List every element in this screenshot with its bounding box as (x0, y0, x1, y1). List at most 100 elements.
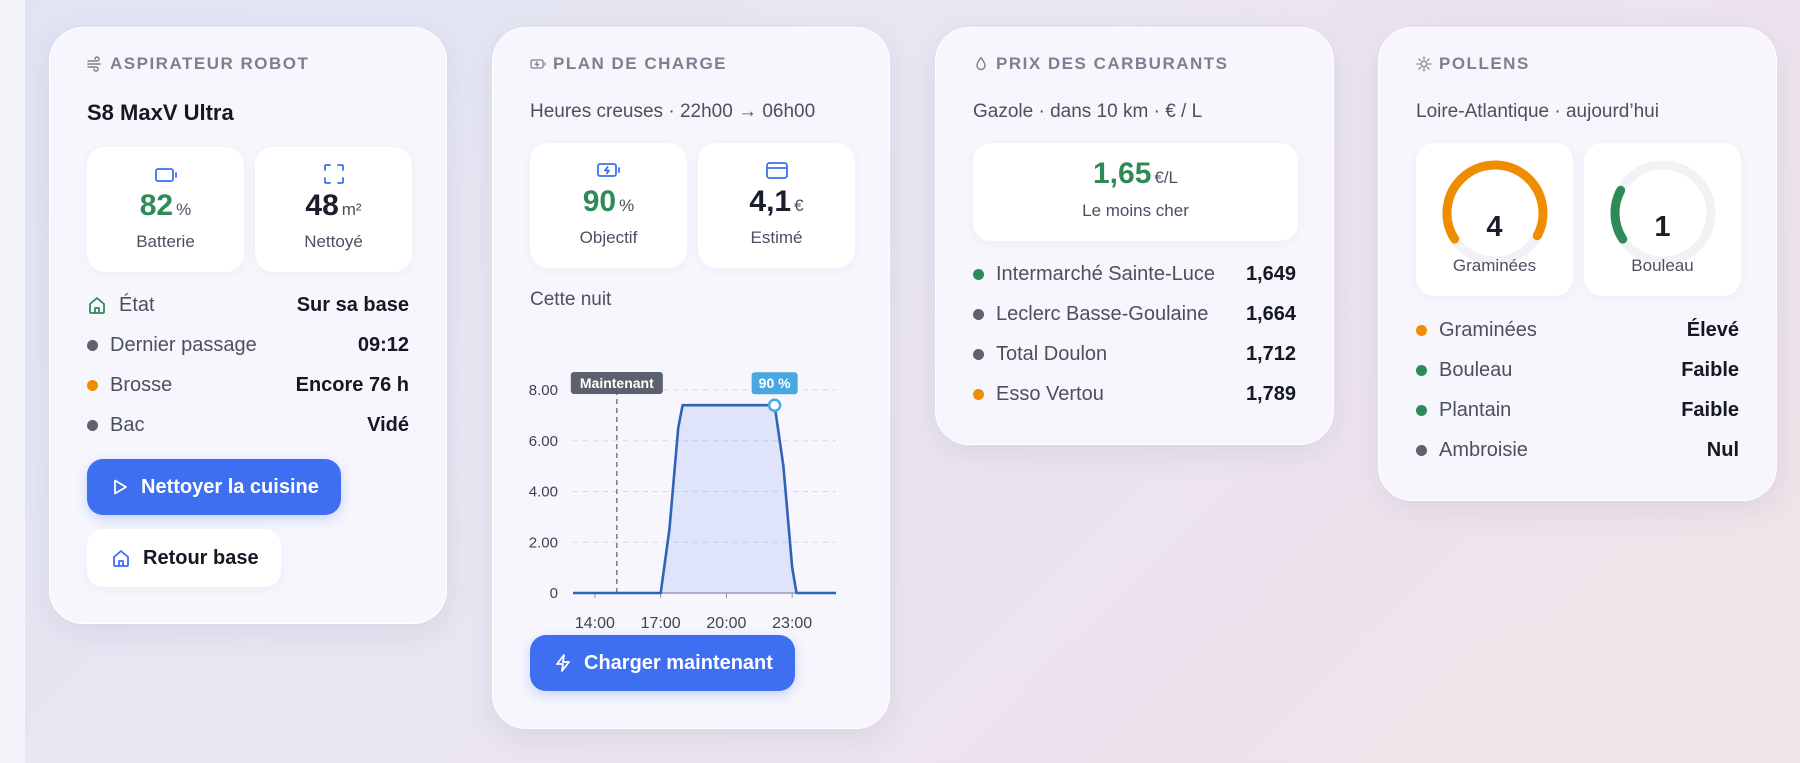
x-tick-label: 17:00 (641, 615, 681, 632)
expand-icon (323, 164, 344, 184)
battery-charge-icon (596, 163, 620, 177)
charge-now-button[interactable]: Charger maintenant (530, 635, 795, 691)
x-tick-label: 20:00 (706, 615, 746, 632)
y-tick-label: 0 (550, 585, 558, 602)
best-price-number: 1,65 (1092, 157, 1152, 190)
wind-icon (87, 56, 101, 72)
station-name: Intermarché Sainte-Luce (996, 262, 1216, 285)
x-tick-label: 23:00 (772, 615, 812, 632)
orange-dot (87, 379, 98, 391)
fuel-search-info: Gazole · dans 10 km · € / L (973, 101, 1203, 122)
best-price-label: Le moins cher (1082, 201, 1189, 220)
battery-icon (154, 168, 177, 182)
brush-label: Brosse (110, 373, 173, 396)
clean-kitchen-button[interactable]: Nettoyer la cuisine (87, 459, 341, 515)
tonight-label: Cette nuit (530, 289, 612, 310)
pollen-row: Plantain Faible (1416, 397, 1739, 423)
last-run-row: Dernier passage 09:12 (87, 332, 409, 358)
birch-gauge-tile: 1 Bouleau (1584, 143, 1741, 296)
fuel-card-header: PRIX DES CARBURANTS (973, 54, 1229, 74)
cost-value: 4,1 € (698, 185, 855, 219)
battery-tile: 82% Batterie (87, 147, 244, 272)
x-tick-label: 14:00 (575, 615, 615, 632)
station-row[interactable]: Intermarché Sainte-Luce 1,649 (973, 261, 1296, 287)
target-value: 90% (530, 185, 687, 219)
cost-tile: 4,1 € Estimé (698, 143, 855, 268)
cost-label: Estimé (750, 228, 803, 247)
charge-curve-chart: 0 2.00 4.00 6.00 8.00 14:00 17:00 20:00 23:00 Mai… (529, 372, 836, 632)
gauge-arc (1442, 160, 1548, 244)
brush-row: Brosse Encore 76 h (87, 372, 409, 398)
orange-dot (973, 388, 984, 400)
station-name: Leclerc Basse-Goulaine (996, 302, 1209, 325)
last-run-value: 09:12 (357, 333, 409, 356)
y-tick-label: 8.00 (529, 382, 558, 399)
vacuum-card-title: ASPIRATEUR ROBOT (110, 54, 310, 73)
best-price-unit: €/L (1154, 168, 1179, 187)
gray-dot (1416, 444, 1427, 456)
vacuum-card: ASPIRATEUR ROBOT S8 MaxV Ultra 82% Batte… (49, 27, 447, 624)
charge-area (573, 405, 836, 593)
grass-index: 4 (1486, 211, 1503, 243)
now-marker-badge (570, 372, 663, 394)
cleaned-area-value: 48 m² (255, 189, 412, 223)
target-label: Objectif (579, 228, 638, 247)
target-unit: % (619, 196, 635, 215)
pollen-name: Ambroisie (1439, 438, 1528, 461)
pollen-level: Faible (1681, 358, 1739, 381)
lightning-icon (556, 654, 570, 672)
pollen-row: Bouleau Faible (1416, 357, 1739, 383)
return-base-button[interactable]: Retour base (87, 529, 281, 587)
best-price-value: 1,65 €/L (973, 157, 1298, 191)
card-icon (765, 162, 788, 179)
home-icon (113, 550, 129, 567)
station-price: 1,649 (1245, 262, 1296, 285)
target-tile: 90% Objectif (530, 143, 687, 268)
pollen-row: Ambroisie Nul (1416, 437, 1739, 463)
fuel-card-title: PRIX DES CARBURANTS (996, 54, 1229, 73)
play-icon (114, 479, 127, 495)
birch-gauge (1610, 160, 1716, 263)
pollen-name: Plantain (1439, 398, 1512, 421)
gray-dot (973, 308, 984, 320)
clean-kitchen-label: Nettoyer la cuisine (141, 475, 319, 498)
birch-gauge-label: Bouleau (1631, 256, 1694, 275)
fuel-prices-card: PRIX DES CARBURANTS Gazole · dans 10 km … (935, 27, 1334, 445)
green-dot (973, 268, 984, 280)
cleaned-area-tile: 48 m² Nettoyé (255, 147, 412, 272)
station-row[interactable]: Total Doulon 1,712 (973, 341, 1296, 367)
green-dot (1416, 364, 1427, 376)
station-name: Total Doulon (996, 342, 1108, 365)
y-tick-label: 6.00 (529, 433, 558, 450)
pollen-name: Bouleau (1439, 358, 1513, 381)
device-name: S8 MaxV Ultra (87, 100, 234, 125)
battery-number: 82 (139, 189, 174, 222)
cost-unit: € (794, 196, 804, 215)
status-label: État (119, 293, 155, 316)
grass-gauge-label: Graminées (1452, 256, 1537, 275)
bin-label: Bac (110, 413, 145, 436)
station-row[interactable]: Leclerc Basse-Goulaine 1,664 (973, 301, 1296, 327)
station-row[interactable]: Esso Vertou 1,789 (973, 381, 1296, 407)
pollen-level: Nul (1706, 438, 1739, 461)
birch-index: 1 (1654, 211, 1671, 243)
station-price: 1,789 (1245, 382, 1296, 405)
gauge-arc (1610, 185, 1628, 244)
pollen-row: Graminées Élevé (1416, 317, 1739, 343)
cleaned-area-label: Nettoyé (304, 232, 363, 251)
gray-dot (87, 339, 98, 351)
brush-value: Encore 76 h (295, 373, 409, 396)
charge-line (573, 403, 836, 595)
status-value: Sur sa base (296, 293, 409, 316)
battery-value: 82% (87, 189, 244, 223)
station-price: 1,712 (1245, 342, 1296, 365)
pollen-name: Graminées (1439, 318, 1537, 341)
green-dot (1416, 404, 1427, 416)
bin-row: Bac Vidé (87, 412, 409, 438)
target-marker-badge (751, 372, 798, 395)
status-row: État Sur sa base (87, 292, 409, 318)
grass-gauge (1442, 160, 1548, 263)
station-name: Esso Vertou (996, 382, 1104, 405)
battery-charge-icon (530, 59, 546, 69)
station-price: 1,664 (1245, 302, 1296, 325)
